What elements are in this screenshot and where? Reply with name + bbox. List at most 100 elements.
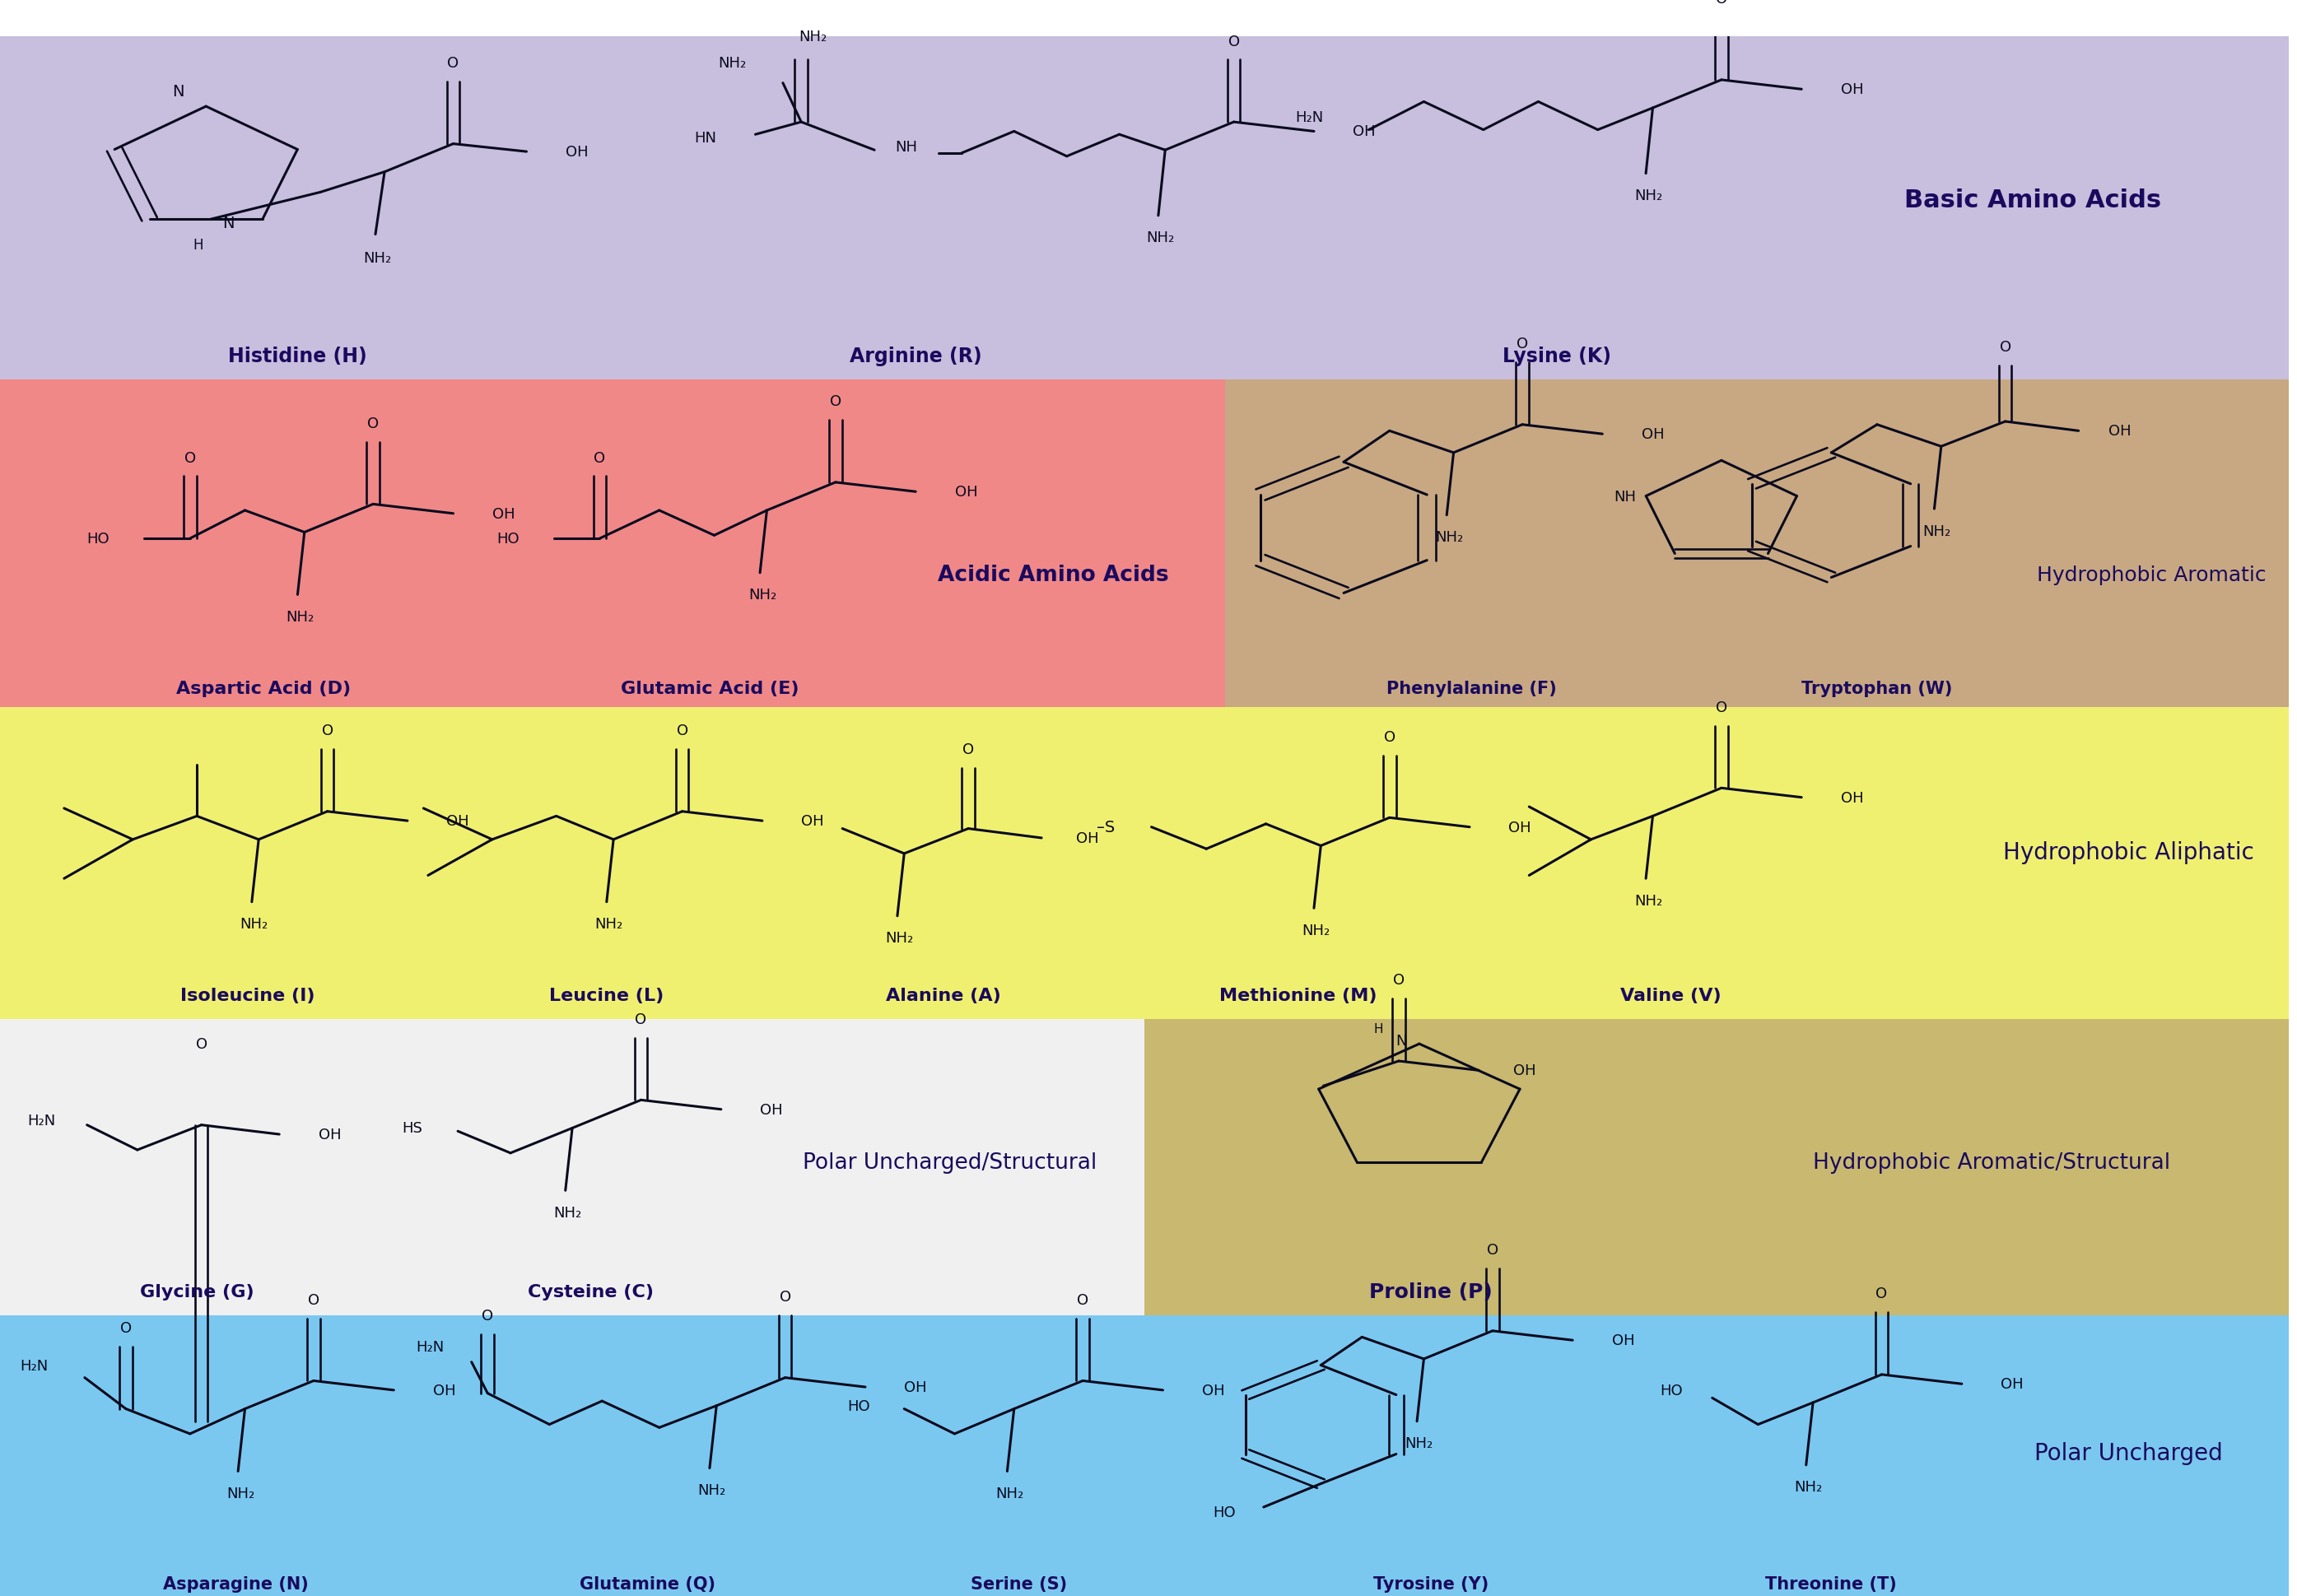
Text: NH₂: NH₂	[1923, 523, 1950, 538]
Text: O: O	[1392, 974, 1403, 988]
Text: OH: OH	[1642, 428, 1663, 442]
Text: O: O	[1998, 340, 2012, 354]
Text: NH₂: NH₂	[595, 916, 622, 932]
Text: Glutamic Acid (E): Glutamic Acid (E)	[620, 680, 799, 697]
Text: OH: OH	[1201, 1382, 1224, 1398]
Bar	[0, 1020, 1144, 1315]
Text: OH: OH	[802, 814, 825, 828]
Text: O: O	[448, 56, 459, 70]
Text: Tryptophan (W): Tryptophan (W)	[1801, 680, 1952, 697]
Text: Valine (V): Valine (V)	[1622, 988, 1720, 1004]
Text: OH: OH	[956, 485, 979, 500]
Text: NH: NH	[1615, 490, 1635, 504]
Text: OH: OH	[905, 1379, 928, 1395]
Text: OH: OH	[2109, 425, 2132, 439]
Text: Histidine (H): Histidine (H)	[227, 346, 368, 367]
Text: OH: OH	[1514, 1063, 1537, 1077]
Text: OH: OH	[1612, 1333, 1635, 1347]
Text: O: O	[1877, 1286, 1888, 1301]
Text: Lysine (K): Lysine (K)	[1502, 346, 1610, 367]
Text: H: H	[193, 238, 204, 252]
Text: HS: HS	[402, 1120, 423, 1136]
Text: Glycine (G): Glycine (G)	[140, 1283, 255, 1301]
Text: HO: HO	[848, 1398, 871, 1412]
Text: NH: NH	[896, 140, 917, 155]
Text: Basic Amino Acids: Basic Amino Acids	[1904, 188, 2161, 212]
Text: NH₂: NH₂	[1302, 922, 1330, 938]
Text: HN: HN	[694, 131, 717, 145]
Text: N: N	[223, 215, 234, 231]
Text: H₂N: H₂N	[21, 1358, 48, 1373]
Text: O: O	[119, 1320, 131, 1336]
Text: Aspartic Acid (D): Aspartic Acid (D)	[177, 680, 351, 697]
Text: NH₂: NH₂	[554, 1205, 581, 1219]
Text: O: O	[1383, 729, 1394, 744]
Text: OH: OH	[760, 1103, 783, 1117]
Text: NH₂: NH₂	[1633, 894, 1663, 908]
Text: OH: OH	[1840, 790, 1863, 804]
Text: H₂N: H₂N	[416, 1339, 443, 1353]
Text: Polar Uncharged/Structural: Polar Uncharged/Structural	[804, 1152, 1098, 1173]
Text: NH₂: NH₂	[799, 29, 827, 45]
Text: OH: OH	[1075, 832, 1098, 846]
Text: H₂N: H₂N	[1296, 110, 1323, 126]
Text: NH₂: NH₂	[1633, 188, 1663, 203]
Text: NH₂: NH₂	[239, 916, 269, 932]
Text: Methionine (M): Methionine (M)	[1220, 988, 1376, 1004]
Text: O: O	[1716, 701, 1727, 715]
Bar	[0, 380, 1224, 707]
Text: OH: OH	[319, 1127, 340, 1141]
Text: N: N	[1394, 1034, 1406, 1049]
Text: N: N	[172, 83, 184, 99]
Bar	[0, 707, 2290, 1020]
Text: O: O	[1516, 337, 1528, 351]
Text: O: O	[779, 1290, 790, 1304]
Text: HO: HO	[87, 531, 110, 546]
Text: O: O	[1077, 1293, 1089, 1307]
Text: Isoleucine (I): Isoleucine (I)	[179, 988, 315, 1004]
Text: Threonine (T): Threonine (T)	[1766, 1575, 1897, 1591]
Text: Cysteine (C): Cysteine (C)	[528, 1283, 655, 1301]
Text: O: O	[962, 742, 974, 757]
Text: OH: OH	[492, 506, 515, 522]
Bar	[0, 1315, 2290, 1596]
Text: Hydrophobic Aromatic/Structural: Hydrophobic Aromatic/Structural	[1812, 1152, 2171, 1173]
Text: OH: OH	[432, 1382, 455, 1398]
Text: NH₂: NH₂	[749, 587, 776, 602]
Text: NH₂: NH₂	[995, 1486, 1024, 1500]
Text: Serine (S): Serine (S)	[969, 1575, 1066, 1591]
Text: Hydrophobic Aromatic: Hydrophobic Aromatic	[2037, 565, 2267, 584]
Text: NH₂: NH₂	[227, 1486, 255, 1500]
Text: NH₂: NH₂	[1794, 1479, 1822, 1494]
Text: O: O	[184, 450, 195, 466]
Text: OH: OH	[565, 145, 588, 160]
Text: Leucine (L): Leucine (L)	[549, 988, 664, 1004]
Text: OH: OH	[1840, 83, 1863, 97]
Text: O: O	[1229, 34, 1240, 49]
Text: OH: OH	[1509, 820, 1532, 835]
Bar	[1144, 1020, 2290, 1315]
Text: Asparagine (N): Asparagine (N)	[163, 1575, 308, 1591]
Text: H: H	[1374, 1023, 1383, 1034]
Text: NH₂: NH₂	[1146, 230, 1174, 246]
Text: O: O	[636, 1012, 648, 1026]
Text: NH₂: NH₂	[698, 1483, 726, 1497]
Text: NH₂: NH₂	[1406, 1436, 1433, 1451]
Text: O: O	[308, 1293, 319, 1307]
Text: Acidic Amino Acids: Acidic Amino Acids	[937, 563, 1169, 586]
Text: NH₂: NH₂	[1436, 530, 1463, 544]
Text: Tyrosine (Y): Tyrosine (Y)	[1374, 1575, 1488, 1591]
Text: Polar Uncharged: Polar Uncharged	[2035, 1441, 2223, 1464]
Text: HO: HO	[1213, 1505, 1236, 1519]
Text: NH₂: NH₂	[719, 56, 747, 70]
Text: O: O	[482, 1309, 494, 1323]
Text: Alanine (A): Alanine (A)	[887, 988, 1001, 1004]
Text: OH: OH	[1353, 124, 1376, 139]
Text: O: O	[1716, 0, 1727, 6]
Text: H₂N: H₂N	[28, 1112, 55, 1128]
Text: Glutamine (Q): Glutamine (Q)	[579, 1575, 717, 1591]
Text: OH: OH	[446, 814, 469, 828]
Bar	[0, 37, 2290, 380]
Text: Hydrophobic Aliphatic: Hydrophobic Aliphatic	[2003, 841, 2253, 863]
Bar	[1224, 380, 2290, 707]
